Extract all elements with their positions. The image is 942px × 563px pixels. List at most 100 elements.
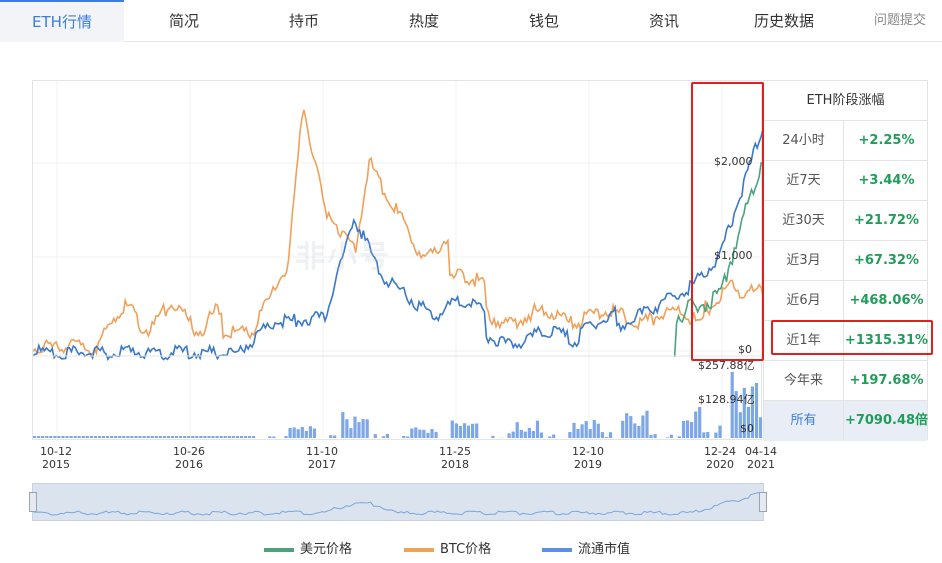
volume-bar	[576, 428, 580, 438]
volume-bar	[65, 436, 69, 438]
volume-bar	[138, 436, 142, 438]
volume-bar	[187, 436, 191, 438]
volume-bar	[633, 423, 637, 438]
usd-price-line	[673, 162, 763, 358]
volume-bar	[738, 412, 742, 438]
volume-bar	[645, 410, 649, 438]
row-all[interactable]: 所有 +7090.48倍	[764, 401, 928, 441]
volume-bar	[694, 411, 698, 438]
range-navigator[interactable]	[29, 483, 767, 521]
navigator-sparkline	[33, 491, 764, 516]
volume-bar	[49, 436, 53, 438]
row-24h[interactable]: 24小时 +2.25%	[764, 121, 927, 161]
volume-bar	[706, 432, 710, 438]
volume-bar	[296, 429, 300, 438]
volume-bar	[406, 436, 410, 438]
x-tick: 11-10 2017	[306, 445, 338, 471]
volume-bar	[523, 431, 527, 438]
volume-bar	[434, 431, 438, 438]
tab-overview[interactable]: 简况	[168, 12, 199, 30]
row-7d[interactable]: 近7天 +3.44%	[764, 161, 927, 201]
volume-bar	[734, 391, 738, 438]
tab-history[interactable]: 历史数据	[753, 12, 814, 30]
volume-bar	[341, 412, 345, 438]
volume-tick-mid: $128.94亿	[698, 393, 755, 406]
volume-bar	[199, 436, 203, 438]
volume-bar	[730, 371, 734, 438]
volume-bar	[179, 436, 183, 438]
volume-bar	[357, 422, 361, 438]
x-tick: 10-12 2015	[40, 445, 72, 471]
volume-bar	[596, 423, 600, 438]
row-30d[interactable]: 近30天 +21.72%	[764, 201, 927, 241]
volume-bar	[430, 429, 434, 438]
volume-bar	[511, 431, 515, 438]
tab-popularity[interactable]: 热度	[408, 12, 439, 30]
row-ytd[interactable]: 今年来 +197.68%	[764, 361, 927, 401]
x-tick: 10-26 2016	[173, 445, 205, 471]
tab-feedback[interactable]: 问题提交	[874, 13, 927, 28]
tab-holdings[interactable]: 持币	[288, 12, 319, 30]
volume-bar	[361, 419, 365, 438]
volume-bar	[61, 436, 65, 438]
volume-bar	[742, 387, 746, 438]
volume-bar	[154, 436, 158, 438]
volume-bar	[195, 436, 199, 438]
volume-bar	[410, 428, 414, 438]
volume-bar	[304, 430, 308, 438]
volume-bar	[85, 436, 89, 438]
highlight-box-1y	[771, 320, 933, 355]
row-1y[interactable]: 近1年 +1315.31%	[764, 321, 928, 361]
volume-bar	[588, 429, 592, 438]
tab-wallet[interactable]: 钱包	[528, 12, 559, 30]
row-3m[interactable]: 近3月 +67.32%	[764, 241, 927, 281]
volume-bar	[539, 432, 544, 438]
navigator-left-handle[interactable]	[29, 492, 37, 512]
legend-btc[interactable]: BTC价格	[404, 538, 491, 557]
volume-bar	[637, 425, 641, 438]
panel-title: ETH阶段涨幅	[764, 81, 927, 121]
volume-bar	[568, 431, 572, 438]
legend-swatch	[264, 547, 294, 552]
row-6m[interactable]: 近6月 +468.06%	[764, 281, 927, 321]
volume-bar	[312, 428, 316, 438]
price-chart[interactable]	[32, 80, 763, 441]
legend-usd[interactable]: 美元价格	[264, 538, 352, 557]
volume-bar	[73, 436, 77, 438]
volume-bar	[158, 436, 162, 438]
volume-bar	[57, 436, 61, 438]
navigator-right-handle[interactable]	[759, 492, 767, 512]
volume-bar	[345, 419, 349, 438]
volume-bar	[685, 420, 690, 438]
volume-bar	[219, 436, 223, 438]
volume-bar	[625, 413, 629, 438]
volume-bar	[333, 435, 337, 438]
volume-bar	[183, 436, 187, 438]
volume-bars	[33, 371, 763, 438]
legend-market-cap[interactable]: 流通市值	[542, 538, 630, 557]
volume-bar	[750, 386, 754, 438]
legend-swatch	[542, 547, 572, 552]
volume-bar	[130, 436, 134, 438]
volume-bar	[649, 435, 653, 438]
highlight-box-chart	[691, 82, 764, 361]
volume-tick-max: $257.88亿	[698, 359, 755, 372]
volume-bar	[207, 436, 211, 438]
volume-bar	[515, 422, 519, 438]
volume-bar	[592, 420, 596, 438]
volume-bar	[77, 436, 81, 438]
volume-bar	[491, 435, 495, 438]
volume-bar	[669, 434, 673, 438]
volume-bar	[507, 433, 511, 438]
price-chart-svg	[33, 81, 763, 441]
volume-bar	[604, 437, 608, 438]
tab-news[interactable]: 资讯	[648, 12, 679, 30]
volume-bar	[101, 436, 106, 438]
volume-bar	[373, 434, 377, 438]
volume-bar	[243, 436, 248, 438]
tab-eth-market[interactable]: ETH行情	[0, 0, 124, 42]
volume-bar	[106, 436, 110, 438]
volume-bar	[146, 436, 150, 438]
volume-bar	[126, 436, 130, 438]
volume-bar	[211, 436, 215, 438]
